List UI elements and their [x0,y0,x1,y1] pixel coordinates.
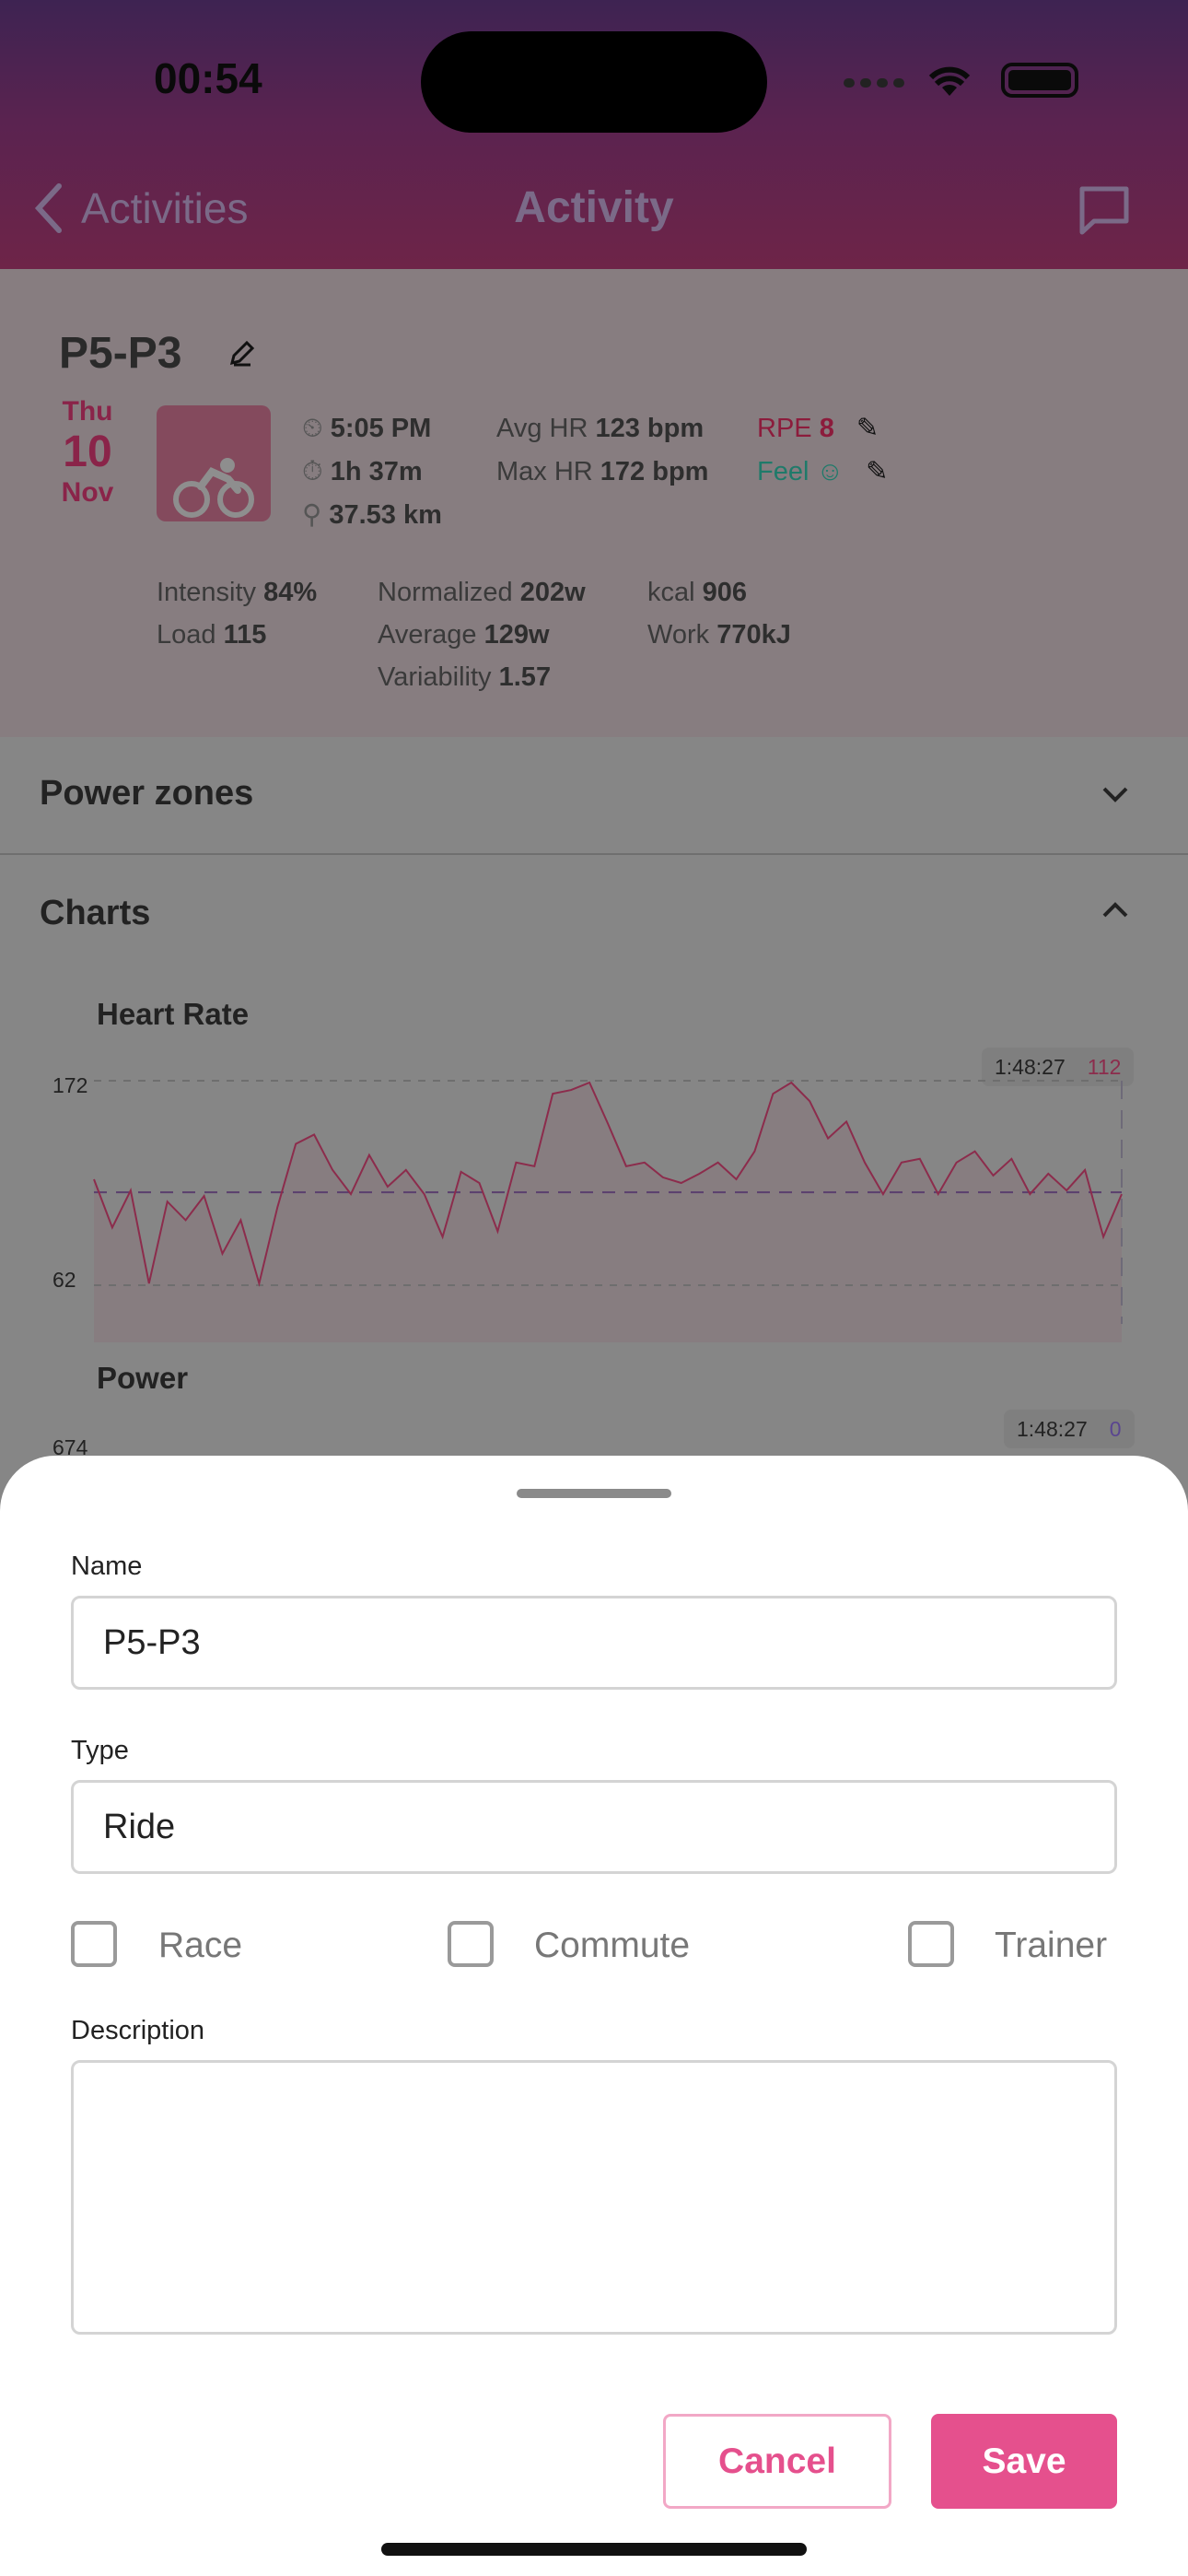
status-time: 00:54 [154,54,262,102]
stat-value: 770kJ [716,620,791,650]
edit-name-icon[interactable] [227,339,256,369]
type-input[interactable]: Ride [71,1780,1117,1874]
avg-hr-label: Avg HR [496,414,588,443]
save-button[interactable]: Save [931,2414,1117,2509]
chevron-left-icon [34,183,62,233]
date-day: Thu [62,396,113,427]
description-textarea[interactable] [71,2060,1117,2335]
stat-col-1: Intensity 84% Load 115 [157,571,317,656]
smiley-icon: ☺ [816,457,844,486]
activity-date: Thu 10 Nov [59,396,116,509]
stat-value: 115 [223,620,267,650]
type-label: Type [71,1736,129,1765]
rpe-feel: RPE 8 ✎ Feel ☺ ✎ [757,407,888,494]
max-hr-value: 172 bpm [600,457,709,486]
commute-label[interactable]: Commute [534,1926,691,1965]
stat-label: Load [157,620,216,650]
stat-label: Work [647,620,710,650]
tooltip-value: 0 [1109,1416,1122,1441]
date-number: 10 [63,427,112,476]
stat-value: 1.57 [498,662,552,692]
rpe-value: 8 [819,414,834,443]
stat-label: kcal [647,578,695,607]
hr-stats: Avg HR 123 bpm Max HR 172 bpm [496,407,708,494]
back-button[interactable]: Activities [33,181,248,236]
rpe-label: RPE [757,414,812,443]
start-time: 5:05 PM [330,414,432,443]
trainer-checkbox[interactable] [908,1921,954,1967]
description-label: Description [71,2016,205,2045]
sheet-drag-handle[interactable] [517,1489,671,1498]
charts-section-header[interactable]: Charts [0,857,1188,971]
chevron-down-icon [1102,787,1128,802]
trainer-label[interactable]: Trainer [995,1926,1108,1965]
edit-rpe-icon[interactable]: ✎ [856,414,879,443]
heart-rate-chart-title: Heart Rate [97,997,250,1031]
edit-feel-icon[interactable]: ✎ [866,457,889,486]
activity-name: P5-P3 [59,329,182,378]
calendar-clock-icon: ⏲ [302,414,323,443]
tooltip-value: 112 [1087,1054,1122,1079]
commute-checkbox[interactable] [448,1921,494,1967]
stat-label: Average [378,620,477,650]
heart-rate-chart[interactable] [0,1060,1188,1354]
race-checkbox[interactable] [71,1921,117,1967]
power-tooltip: 1:48:27 0 [1004,1410,1135,1448]
name-input[interactable]: P5-P3 [71,1596,1117,1690]
stat-col-3: kcal 906 Work 770kJ [647,571,791,656]
hr-y-min-label: 62 [52,1268,76,1292]
activity-basic-stats: ⏲ 5:05 PM ⏱ 1h 37m ⚲ 37.53 km [302,407,442,537]
duration: 1h 37m [330,457,423,486]
power-y-max-label: 674 [52,1435,88,1459]
comment-icon[interactable] [1077,184,1131,236]
hr-y-max-label: 172 [52,1073,88,1097]
ride-type-badge [157,405,271,521]
stat-label: Normalized [378,578,513,607]
stat-label: Variability [378,662,492,692]
hr-line [93,1081,1123,1287]
stat-label: Intensity [157,578,256,607]
stat-value: 906 [702,578,748,607]
dynamic-island [421,31,767,133]
back-label: Activities [81,184,249,232]
stat-value: 202w [519,578,586,607]
power-zones-section[interactable]: Power zones [0,737,1188,855]
stat-col-2: Normalized 202w Average 129w Variability… [378,571,586,698]
tooltip-time: 1:48:27 [995,1054,1066,1079]
max-hr-label: Max HR [496,457,593,486]
stopwatch-icon: ⏱ [302,457,323,486]
battery-icon [1001,63,1078,98]
distance: 37.53 km [329,500,442,530]
power-zones-title: Power zones [40,774,254,813]
cancel-button[interactable]: Cancel [663,2414,891,2509]
hr-area [94,1083,1122,1342]
stat-value: 129w [483,620,550,650]
name-label: Name [71,1551,143,1581]
charts-title: Charts [40,894,151,932]
signal-icon [844,76,908,88]
edit-activity-sheet: Name P5-P3 Type Ride Race Commute Traine… [0,1456,1188,2576]
page-title: Activity [514,183,674,232]
tooltip-time: 1:48:27 [1017,1416,1088,1441]
bicycle-icon [173,458,254,518]
race-label[interactable]: Race [158,1926,243,1965]
home-indicator [381,2543,807,2556]
avg-hr-value: 123 bpm [595,414,705,443]
chevron-up-icon [1102,902,1128,918]
stat-value: 84% [263,578,318,607]
route-icon: ⚲ [302,500,322,530]
wifi-icon [928,66,971,96]
date-month: Nov [61,477,114,508]
power-chart-title: Power [97,1361,189,1395]
feel-label: Feel [757,457,809,486]
